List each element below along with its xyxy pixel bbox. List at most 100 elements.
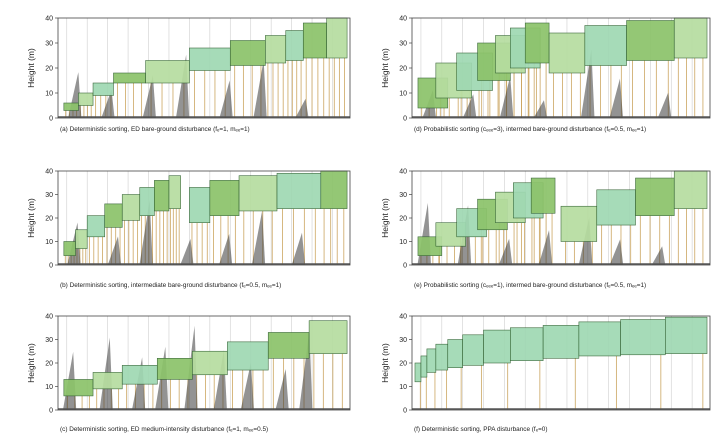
y-tick-label: 20 <box>399 65 407 72</box>
crown-layer <box>420 355 428 378</box>
crown-layer <box>92 372 123 390</box>
crown-layer <box>308 320 348 354</box>
crown-layer <box>154 180 170 212</box>
panel-caption: (f) Deterministic sorting, PPA disturban… <box>414 426 548 433</box>
understory-cohort <box>498 238 513 265</box>
crown-layer <box>121 194 141 221</box>
y-tick-label: 20 <box>45 215 53 222</box>
crown-layer <box>113 72 146 84</box>
panel-caption: (d) Probabilistic sorting (cₑₑₑ=3), inte… <box>414 126 646 133</box>
crown-layer <box>139 187 155 216</box>
understory-cohort <box>107 236 122 265</box>
understory-cohort <box>609 239 624 265</box>
y-tick-label: 10 <box>399 239 407 246</box>
crown-layer <box>86 215 106 238</box>
y-tick-label: 10 <box>399 384 407 391</box>
y-tick-label: 10 <box>399 90 407 97</box>
understory-cohort <box>291 232 306 265</box>
crown-layer <box>524 22 550 64</box>
understory-cohort <box>251 210 266 265</box>
crown-layer <box>238 175 278 212</box>
y-tick-label: 0 <box>403 115 407 122</box>
crown-layer <box>63 102 79 111</box>
understory-cohort <box>580 49 595 118</box>
crown-layer <box>63 241 76 256</box>
understory-cohort <box>240 362 254 410</box>
y-tick-label: 40 <box>45 168 53 175</box>
understory-cohort <box>462 94 477 118</box>
crown-layer <box>121 365 158 385</box>
y-tick-label: 0 <box>403 262 407 269</box>
understory-cohort <box>219 80 233 118</box>
crown-layer <box>584 25 627 66</box>
understory-cohort <box>218 233 233 265</box>
crown-layer <box>673 170 708 209</box>
crown-layer <box>156 357 193 380</box>
understory-cohort <box>253 60 267 118</box>
y-tick-label: 40 <box>45 15 53 22</box>
y-tick-label: 10 <box>45 384 53 391</box>
y-tick-label: 40 <box>399 313 407 320</box>
crown-layer <box>285 30 304 61</box>
panel-caption: (e) Probabilistic sorting (cₑₑₑ=1), inte… <box>414 282 646 289</box>
crown-layer <box>462 334 484 366</box>
crown-layer <box>92 82 114 96</box>
crown-layer <box>104 203 123 228</box>
y-tick-label: 20 <box>399 360 407 367</box>
y-tick-label: 40 <box>399 168 407 175</box>
crown-layer <box>267 332 310 359</box>
y-tick-label: 30 <box>45 192 53 199</box>
crown-layer <box>75 229 88 249</box>
crown-layer <box>620 319 666 356</box>
crown-layer <box>78 92 94 106</box>
understory-cohort <box>101 89 115 118</box>
y-tick-label: 0 <box>49 262 53 269</box>
crown-layer <box>209 180 240 216</box>
y-axis-label: Height (m) <box>26 48 36 88</box>
crown-layer <box>227 341 269 371</box>
panel-caption: (a) Deterministic sorting, ED bare-groun… <box>60 126 250 133</box>
crown-layer <box>626 20 675 61</box>
y-axis-label: Height (m) <box>380 48 390 88</box>
y-tick-label: 30 <box>399 40 407 47</box>
understory-cohort <box>538 230 553 265</box>
y-tick-label: 10 <box>45 239 53 246</box>
panel-d: 0 10 20 30 40 Height (m) (d) Probabilistic sor… <box>380 15 711 133</box>
panel-e: 0 10 20 30 40 Height (m) (e) Probabilistic sor… <box>380 168 711 289</box>
panel-caption: (c) Deterministic sorting, ED medium-int… <box>60 426 268 433</box>
y-axis-label: Height (m) <box>26 198 36 238</box>
y-tick-label: 20 <box>45 360 53 367</box>
crown-layer <box>483 329 511 364</box>
y-tick-label: 0 <box>49 407 53 414</box>
understory-cohort <box>499 76 514 118</box>
crown-layer <box>189 47 231 71</box>
panel-c: 0 10 20 30 40 Height (m) (c) Deterministic sor… <box>26 313 351 433</box>
y-tick-label: 30 <box>399 337 407 344</box>
y-axis-label: Height (m) <box>380 343 390 383</box>
panel-f: 0 10 20 30 40 Height (m) (f) Deterministic sor… <box>380 313 711 433</box>
understory-cohort <box>180 238 194 265</box>
crown-layer <box>302 22 327 59</box>
crown-layer <box>447 339 463 369</box>
understory-cohort <box>275 369 289 410</box>
y-tick-label: 40 <box>399 15 407 22</box>
crown-layer <box>560 205 598 242</box>
y-tick-label: 30 <box>399 192 407 199</box>
understory-cohort <box>657 92 672 118</box>
y-tick-label: 20 <box>399 215 407 222</box>
crown-layer <box>145 60 190 84</box>
understory-cohort <box>142 75 156 118</box>
y-tick-label: 20 <box>45 65 53 72</box>
crown-layer <box>635 177 675 216</box>
panel-a: 0 10 20 30 40 Height (m) (a) Deterministic sor… <box>26 15 351 133</box>
crown-layer <box>189 187 211 223</box>
y-tick-label: 10 <box>45 90 53 97</box>
crown-layer <box>510 327 544 361</box>
crown-layer <box>548 32 586 74</box>
y-tick-label: 0 <box>403 407 407 414</box>
crown-layer <box>435 343 449 371</box>
y-tick-label: 30 <box>45 337 53 344</box>
crown-layer <box>673 17 708 59</box>
y-tick-label: 30 <box>45 40 53 47</box>
